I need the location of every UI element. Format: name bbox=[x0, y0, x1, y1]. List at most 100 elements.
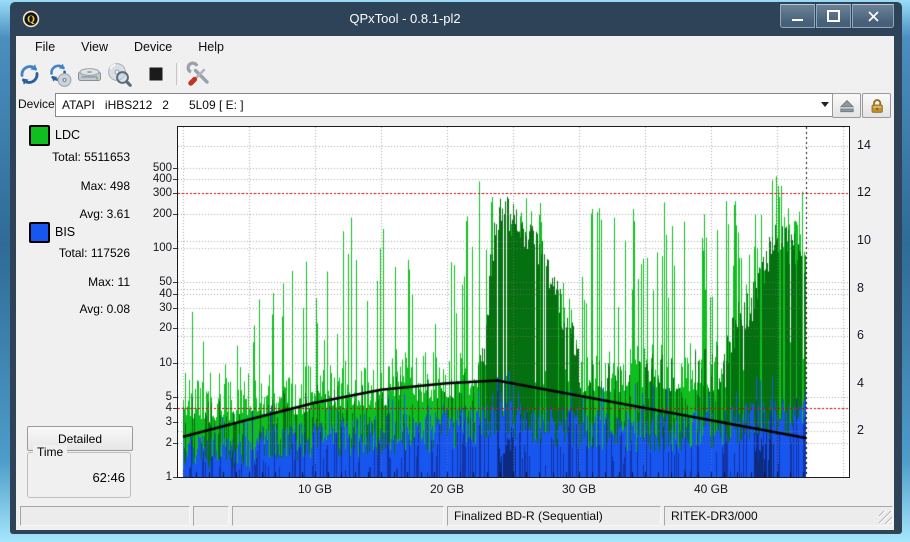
close-button[interactable] bbox=[852, 4, 894, 28]
status-panel-1 bbox=[20, 506, 190, 526]
svg-text:Q: Q bbox=[27, 15, 35, 26]
status-panel-2 bbox=[193, 506, 229, 526]
time-groupbox-title: Time bbox=[33, 445, 67, 459]
y-axis-tick-mark bbox=[173, 308, 177, 309]
y-axis-left-tick-label: 300 bbox=[153, 186, 172, 200]
ldc-max: Max: 498 bbox=[27, 179, 130, 193]
ldc-total: Total: 5511653 bbox=[27, 150, 130, 164]
status-panel-3 bbox=[232, 506, 444, 526]
toolbar bbox=[16, 58, 894, 90]
device-label: Device: bbox=[18, 97, 58, 111]
minimize-button[interactable] bbox=[780, 4, 815, 28]
ldc-label: LDC bbox=[55, 128, 80, 142]
y-axis-tick-mark bbox=[173, 282, 177, 283]
tools-button[interactable] bbox=[186, 60, 213, 88]
y-axis-tick-mark bbox=[173, 193, 177, 194]
menu-file[interactable]: File bbox=[22, 38, 68, 56]
tools-icon bbox=[186, 61, 213, 88]
y-axis-right-tick-label: 6 bbox=[857, 328, 864, 343]
y-axis-left-tick-label: 200 bbox=[153, 207, 172, 221]
x-axis-tick-label: 30 GB bbox=[549, 482, 609, 496]
window-frame: QPxTool - 0.8.1-pl2 Q File View Device H… bbox=[0, 0, 910, 542]
chart-plot-area bbox=[177, 126, 850, 478]
ldc-avg: Avg: 3.61 bbox=[27, 207, 130, 221]
chevron-down-icon[interactable] bbox=[821, 102, 829, 111]
eject-button[interactable] bbox=[832, 93, 861, 118]
y-axis-tick-mark bbox=[173, 408, 177, 409]
y-axis-tick-mark bbox=[173, 248, 177, 249]
y-axis-right-labels: 2468101214 bbox=[849, 127, 889, 479]
menu-view[interactable]: View bbox=[68, 38, 121, 56]
y-axis-tick-mark bbox=[173, 422, 177, 423]
stop-icon bbox=[148, 66, 164, 82]
y-axis-tick-mark bbox=[173, 363, 177, 364]
y-axis-tick-mark bbox=[173, 328, 177, 329]
y-axis-tick-mark bbox=[173, 443, 177, 444]
rescan-disc-button[interactable] bbox=[46, 60, 73, 88]
y-axis-tick-mark bbox=[173, 294, 177, 295]
y-axis-left-tick-label: 5 bbox=[166, 390, 172, 404]
lock-button[interactable] bbox=[862, 93, 891, 118]
scan-disc-button[interactable] bbox=[106, 60, 133, 88]
drive-icon bbox=[76, 61, 103, 88]
scan-disc-icon bbox=[106, 61, 133, 88]
rescan-disc-icon bbox=[46, 61, 73, 88]
y-axis-left-tick-label: 100 bbox=[153, 241, 172, 255]
device-bar: Device: ATAPI iHBS212 2 5L09 [ E: ] bbox=[16, 90, 894, 120]
toolbar-separator bbox=[176, 63, 180, 85]
quality-scan-chart bbox=[178, 127, 849, 477]
resize-grip[interactable] bbox=[879, 511, 892, 524]
refresh-icon bbox=[16, 61, 43, 88]
device-combobox[interactable]: ATAPI iHBS212 2 5L09 [ E: ] bbox=[55, 93, 835, 117]
status-panel-disc-type: Finalized BD-R (Sequential) bbox=[447, 506, 661, 526]
status-panel-media-id: RITEK-DR3/000 bbox=[664, 506, 893, 526]
y-axis-tick-mark bbox=[173, 179, 177, 180]
maximize-icon bbox=[827, 10, 840, 22]
stop-button[interactable] bbox=[148, 60, 164, 88]
y-axis-tick-mark bbox=[173, 214, 177, 215]
y-axis-right-tick-label: 8 bbox=[857, 281, 864, 296]
y-axis-left-tick-label: 30 bbox=[159, 301, 172, 315]
y-axis-tick-mark bbox=[173, 168, 177, 169]
x-axis-tick-label: 10 GB bbox=[285, 482, 345, 496]
eject-icon bbox=[837, 96, 857, 116]
y-axis-left-tick-label: 1 bbox=[166, 470, 172, 484]
ldc-color-swatch bbox=[29, 125, 50, 146]
y-axis-left-tick-label: 50 bbox=[159, 275, 172, 289]
y-axis-left-tick-label: 20 bbox=[159, 321, 172, 335]
bis-avg: Avg: 0.08 bbox=[27, 302, 130, 316]
y-axis-left-tick-label: 3 bbox=[166, 415, 172, 429]
y-axis-left-tick-label: 2 bbox=[166, 436, 172, 450]
y-axis-right-tick-label: 14 bbox=[857, 138, 871, 153]
y-axis-right-tick-label: 12 bbox=[857, 185, 871, 200]
lock-icon bbox=[867, 96, 887, 116]
refresh-button[interactable] bbox=[16, 60, 43, 88]
x-axis-labels: 10 GB 20 GB 30 GB 40 GB bbox=[178, 482, 849, 498]
y-axis-left-tick-label: 500 bbox=[153, 161, 172, 175]
bis-total: Total: 117526 bbox=[27, 246, 130, 260]
x-axis-tick-label: 20 GB bbox=[417, 482, 477, 496]
app-icon: Q bbox=[22, 10, 40, 28]
bis-color-swatch bbox=[29, 222, 50, 243]
maximize-button[interactable] bbox=[816, 4, 851, 28]
y-axis-right-tick-label: 2 bbox=[857, 423, 864, 438]
minimize-icon bbox=[792, 19, 803, 21]
y-axis-left-tick-label: 10 bbox=[159, 356, 172, 370]
menu-device[interactable]: Device bbox=[121, 38, 185, 56]
bis-max: Max: 11 bbox=[27, 275, 130, 289]
y-axis-tick-mark bbox=[173, 397, 177, 398]
x-axis-tick-label: 40 GB bbox=[681, 482, 741, 496]
menu-help[interactable]: Help bbox=[185, 38, 237, 56]
title-bar: QPxTool - 0.8.1-pl2 Q bbox=[10, 2, 902, 36]
y-axis-left-labels: 123451020304050100200300400500 bbox=[136, 127, 172, 479]
time-value: 62:46 bbox=[27, 470, 125, 485]
close-icon bbox=[867, 10, 880, 23]
y-axis-left-ticks bbox=[173, 127, 177, 479]
drive-button[interactable] bbox=[76, 60, 103, 88]
device-combobox-value: ATAPI iHBS212 2 5L09 [ E: ] bbox=[62, 98, 244, 112]
menu-bar: File View Device Help bbox=[16, 36, 900, 58]
window-title: QPxTool - 0.8.1-pl2 bbox=[10, 11, 800, 26]
bis-label: BIS bbox=[55, 225, 75, 239]
y-axis-tick-mark bbox=[173, 477, 177, 478]
y-axis-right-tick-label: 4 bbox=[857, 376, 864, 391]
